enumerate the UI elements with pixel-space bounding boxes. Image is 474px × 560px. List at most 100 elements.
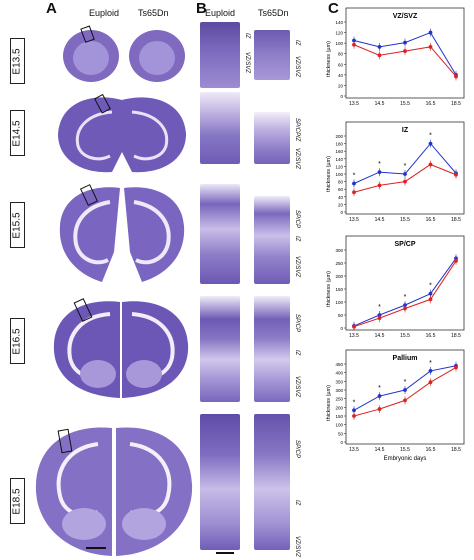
- y-tick-label: 80: [338, 52, 344, 57]
- chart-frame: [345, 349, 465, 445]
- x-tick-label: 18.5: [451, 217, 461, 223]
- data-point: [428, 297, 433, 302]
- x-tick-label: 16.5: [426, 101, 436, 107]
- histology-euploid-e14-5: [200, 92, 240, 164]
- zone-label-vz-svz: VZ/SVZ: [294, 256, 300, 278]
- data-point: [377, 394, 382, 398]
- stage-label-e15-5: E15.5: [10, 202, 25, 248]
- roi-box: [94, 93, 111, 114]
- significance-star: *: [353, 399, 356, 406]
- x-tick-label: 14.5: [375, 447, 385, 453]
- panel-label-b: B: [196, 0, 207, 17]
- y-tick-label: 140: [335, 20, 343, 25]
- zone-label-vz-svz: VZ/SVZ: [294, 56, 300, 78]
- chart-0: VZ/SVZ 0 20 40 60 80 100 120 140 thickness (µm) 13…: [326, 7, 465, 107]
- panel-a-euploid-header: Euploid: [89, 8, 120, 18]
- x-tick-label: 13.5: [349, 447, 359, 453]
- roi-box: [80, 25, 95, 43]
- chart-title: Pallium: [393, 355, 418, 362]
- series-line-0: [353, 258, 457, 327]
- panel-a-ts65dn-header: Ts65Dn: [138, 8, 169, 18]
- data-point: [454, 172, 458, 177]
- scale-bar: [216, 552, 234, 554]
- x-tick-label: 16.5: [426, 447, 436, 453]
- y-tick-label: 40: [338, 195, 344, 200]
- significance-star: *: [378, 161, 381, 168]
- y-tick-label: 150: [335, 287, 343, 292]
- zone-label-sp-cp: SP/CP: [294, 314, 300, 333]
- data-point: [403, 398, 407, 403]
- data-point: [352, 408, 356, 413]
- x-tick-label: 14.5: [375, 333, 385, 339]
- data-point: [428, 380, 433, 385]
- zone-label-iz: IZ: [294, 500, 300, 506]
- stage-label-e13-5: E13.5: [10, 38, 25, 84]
- significance-star: *: [404, 379, 407, 386]
- roi-box: [73, 298, 93, 322]
- chart-1: IZ 0 20 40 60 80 100 120 140 160 180 200 thickness (…: [326, 121, 465, 223]
- y-tick-label: 0: [340, 210, 343, 215]
- histology-euploid-e15-5: [200, 184, 240, 284]
- significance-star: *: [353, 173, 356, 180]
- chart-frame: [345, 235, 465, 331]
- zone-label-iz: IZ: [294, 40, 300, 46]
- histology-ts65dn-e16-5: [254, 296, 290, 402]
- data-point: [352, 181, 356, 186]
- x-tick-label: 14.5: [375, 217, 385, 223]
- histology-ts65dn-e13-5: [254, 30, 290, 80]
- brain-section-e15-5: [59, 184, 185, 282]
- x-tick-label: 13.5: [349, 101, 359, 107]
- y-axis-label: thickness (µm): [326, 41, 332, 77]
- y-tick-label: 20: [338, 202, 344, 207]
- roi-box: [80, 184, 98, 206]
- zone-label-iz: IZ: [294, 350, 300, 356]
- x-tick-label: 16.5: [426, 333, 436, 339]
- data-point: [377, 53, 382, 58]
- y-tick-label: 400: [335, 371, 343, 376]
- stage-label-e18-5: E18.5: [10, 478, 25, 524]
- significance-star: *: [429, 133, 432, 140]
- x-tick-label: 18.5: [451, 447, 461, 453]
- data-point: [377, 316, 382, 321]
- y-tick-label: 200: [335, 134, 343, 139]
- x-tick-label: 14.5: [375, 101, 385, 107]
- x-tick-label: 16.5: [426, 217, 436, 223]
- data-point: [403, 306, 407, 311]
- panel-b-ts65dn-header: Ts65Dn: [258, 8, 289, 18]
- significance-star: *: [429, 283, 432, 290]
- y-tick-label: 200: [335, 274, 343, 279]
- data-point: [428, 141, 433, 146]
- y-tick-label: 50: [338, 313, 344, 318]
- y-tick-label: 250: [335, 397, 343, 402]
- histology-ts65dn-e18-5: [254, 414, 290, 550]
- zone-label-vz-svz: VZ/SVZ: [294, 376, 300, 398]
- significance-star: *: [404, 163, 407, 170]
- y-tick-label: 100: [335, 41, 343, 46]
- data-point: [454, 365, 458, 370]
- histology-euploid-e16-5: [200, 296, 240, 402]
- zone-label-sp-cp: SP/CP: [294, 210, 300, 229]
- y-tick-label: 80: [338, 180, 344, 185]
- y-tick-label: 50: [338, 431, 344, 436]
- y-tick-label: 0: [340, 94, 343, 99]
- y-tick-label: 200: [335, 405, 343, 410]
- zone-label-sp-cp: SP/CP: [294, 118, 300, 137]
- brain-section-e13-5: [63, 25, 185, 82]
- y-tick-label: 20: [338, 83, 344, 88]
- panel-b-euploid-header: Euploid: [205, 8, 236, 18]
- y-tick-label: 0: [340, 440, 343, 445]
- data-point: [352, 414, 356, 418]
- y-tick-label: 160: [335, 149, 343, 154]
- y-tick-label: 350: [335, 379, 343, 384]
- y-tick-label: 120: [335, 164, 343, 169]
- x-tick-label: 13.5: [349, 217, 359, 223]
- y-tick-label: 0: [340, 326, 343, 331]
- stage-label-e16-5: E16.5: [10, 318, 25, 364]
- data-point: [377, 407, 382, 411]
- data-point: [428, 44, 433, 49]
- data-point: [403, 172, 407, 176]
- y-tick-label: 180: [335, 142, 343, 147]
- panel-label-c: C: [328, 0, 339, 17]
- y-tick-label: 40: [338, 73, 344, 78]
